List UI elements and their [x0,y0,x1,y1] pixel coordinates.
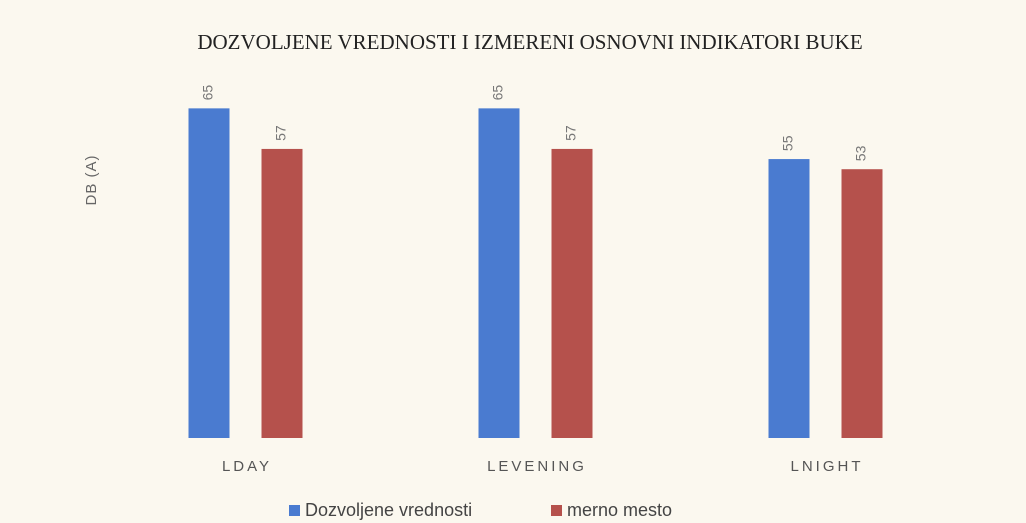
x-tick-label: LEVENING [487,458,587,475]
value-label: 57 [563,125,579,141]
bar [188,108,230,438]
bar [551,148,593,438]
legend-label: merno mesto [567,500,672,520]
value-label: 57 [273,125,289,141]
chart-title: DOZVOLJENE VREDNOSTI I IZMERENI OSNOVNI … [197,30,862,54]
bar [841,169,883,438]
value-label: 53 [853,145,869,161]
legend-label: Dozvoljene vrednosti [305,500,472,520]
value-label: 55 [780,135,796,151]
bar [768,159,810,439]
x-tick-label: LNIGHT [790,458,863,475]
legend-swatch [289,505,300,516]
value-label: 65 [490,85,506,101]
legend-swatch [551,505,562,516]
value-label: 65 [200,85,216,101]
bar [261,148,303,438]
x-tick-label: LDAY [222,458,272,475]
y-axis-label: DB (A) [83,155,100,206]
bar [478,108,520,438]
